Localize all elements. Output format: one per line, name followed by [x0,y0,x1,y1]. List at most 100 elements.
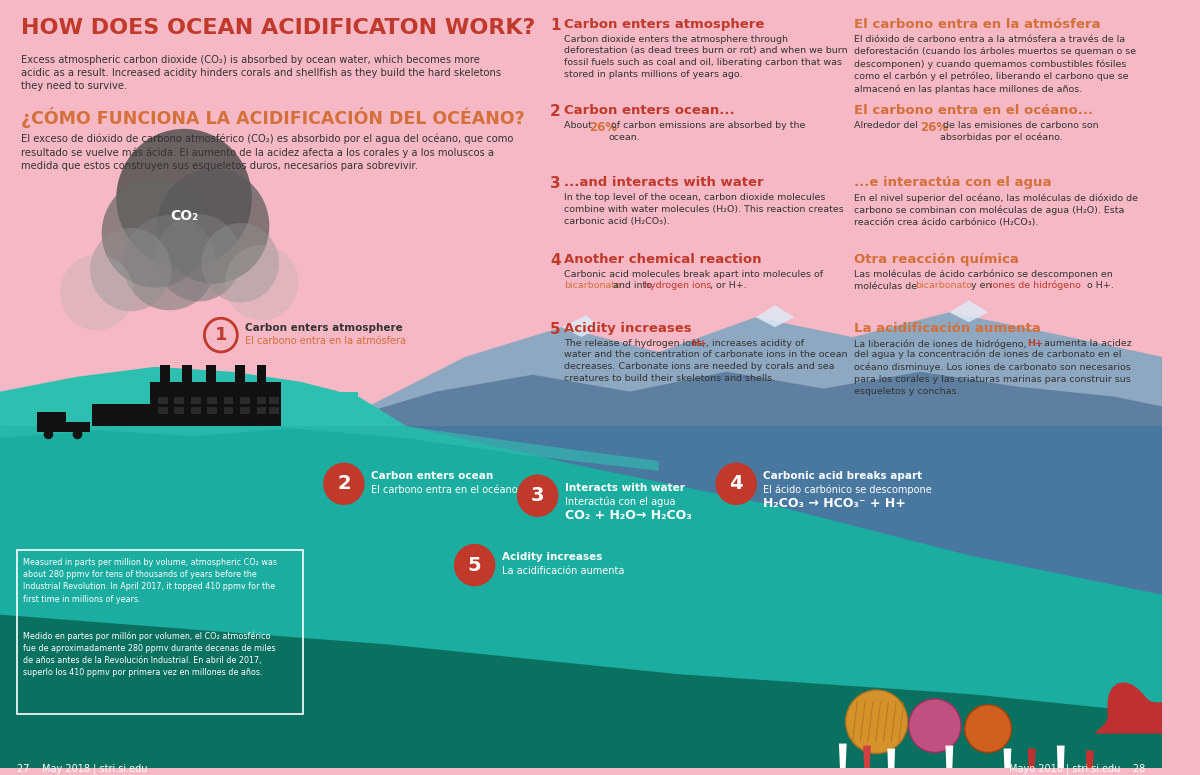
Text: bicarbonato: bicarbonato [916,281,972,290]
Polygon shape [562,315,600,337]
Circle shape [90,228,172,312]
Text: CO₂ + H₂O→ H₂CO₃: CO₂ + H₂O→ H₂CO₃ [565,509,691,522]
Polygon shape [839,743,847,775]
Polygon shape [0,367,407,426]
Bar [240,397,250,404]
Text: El carbono entra en el océano: El carbono entra en el océano [371,484,517,494]
Text: 2: 2 [337,474,350,494]
Text: Carbonic acid molecules break apart into molecules of: Carbonic acid molecules break apart into… [564,270,823,279]
Bar [174,408,184,415]
Text: 5: 5 [551,322,560,337]
Polygon shape [319,372,1163,426]
Bar [240,408,250,415]
Circle shape [965,705,1012,753]
Polygon shape [863,746,871,775]
Polygon shape [1003,749,1012,775]
Text: CO₂: CO₂ [170,209,198,223]
Circle shape [455,546,494,585]
Polygon shape [150,382,281,426]
Text: El carbono entra en la atmósfera: El carbono entra en la atmósfera [854,18,1102,31]
Circle shape [716,464,756,504]
Text: , aumenta la acidez: , aumenta la acidez [1038,339,1133,348]
Text: H₂CO₃ → HCO₃⁻ + H+: H₂CO₃ → HCO₃⁻ + H+ [763,497,906,510]
Text: 3: 3 [530,486,545,505]
Text: Another chemical reaction: Another chemical reaction [564,253,761,266]
Bar [223,397,234,404]
Text: HOW DOES OCEAN ACIDIFICATON WORK?: HOW DOES OCEAN ACIDIFICATON WORK? [22,18,535,38]
Text: H+: H+ [691,339,707,348]
Polygon shape [756,305,794,327]
Text: hydrogen ions: hydrogen ions [644,281,712,290]
Circle shape [43,429,53,439]
Text: In the top level of the ocean, carbon dioxide molecules
combine with water molec: In the top level of the ocean, carbon di… [564,193,844,226]
Circle shape [102,178,209,288]
Text: del agua y la concentración de iones de carbonato en el
océano disminuye. Los io: del agua y la concentración de iones de … [854,350,1132,395]
Polygon shape [0,416,659,471]
Polygon shape [1094,682,1188,734]
Text: 27    May 2018 | stri.si.edu: 27 May 2018 | stri.si.edu [18,763,148,774]
Circle shape [156,214,241,301]
Circle shape [846,690,907,753]
Bar [37,422,90,432]
Text: 1: 1 [215,326,227,344]
Text: Mayo 2018 | stri.si.edu    28: Mayo 2018 | stri.si.edu 28 [1009,763,1145,774]
Text: Measured in parts per million by volume, atmospheric CO₂ was
about 280 ppmv for : Measured in parts per million by volume,… [23,558,277,604]
Polygon shape [182,365,192,382]
Text: 4: 4 [730,474,743,494]
Bar [208,408,217,415]
Polygon shape [887,749,895,775]
Text: y en: y en [967,281,995,290]
Circle shape [60,255,133,330]
Polygon shape [1027,749,1036,775]
Text: Excess atmospheric carbon dioxide (CO₂) is absorbed by ocean water, which become: Excess atmospheric carbon dioxide (CO₂) … [22,54,502,91]
Circle shape [116,129,252,267]
Text: , increases acidity of: , increases acidity of [703,339,804,348]
Circle shape [124,215,216,310]
Polygon shape [1086,750,1093,775]
Text: Acidity increases: Acidity increases [564,322,691,336]
Bar [37,412,66,422]
Text: of carbon emissions are absorbed by the
ocean.: of carbon emissions are absorbed by the … [608,121,805,142]
Text: Medido en partes por millón por volumen, el CO₂ atmosférico
fue de aproximadamen: Medido en partes por millón por volumen,… [23,632,276,677]
Polygon shape [1057,746,1064,775]
Bar [208,397,217,404]
Polygon shape [0,391,359,426]
Text: bicarbonate: bicarbonate [564,281,620,290]
Text: El carbono entra en el océano...: El carbono entra en el océano... [854,104,1093,117]
Text: La acidificación aumenta: La acidificación aumenta [502,566,624,576]
Polygon shape [0,615,1163,768]
Bar [269,397,278,404]
Polygon shape [206,365,216,382]
Text: water and the concentration of carbonate ions in the ocean
decreases. Carbonate : water and the concentration of carbonate… [564,350,847,383]
Bar [158,408,168,415]
Polygon shape [0,426,1163,768]
Text: 2: 2 [551,104,560,119]
Text: Otra reacción química: Otra reacción química [854,253,1019,266]
Text: H+: H+ [1027,339,1043,348]
Polygon shape [949,301,988,322]
Bar [191,408,200,415]
Text: ¿CÓMO FUNCIONA LA ACIDIFICACIÓN DEL OCÉANO?: ¿CÓMO FUNCIONA LA ACIDIFICACIÓN DEL OCÉA… [22,107,526,128]
Text: Carbon dioxide enters the atmosphere through
deforestation (as dead trees burn o: Carbon dioxide enters the atmosphere thr… [564,35,847,79]
Bar [174,397,184,404]
Text: Interacts with water: Interacts with water [565,483,685,493]
Text: and into: and into [611,281,655,290]
Text: El carbono entra en la atmósfera: El carbono entra en la atmósfera [245,336,406,346]
Text: Alrededor del: Alrededor del [854,121,922,130]
Text: Carbon enters ocean...: Carbon enters ocean... [564,104,734,117]
Circle shape [224,245,299,320]
Polygon shape [92,405,150,426]
Text: , or H+.: , or H+. [710,281,746,290]
Text: 26%: 26% [920,121,948,134]
Text: Carbon enters atmosphere: Carbon enters atmosphere [245,323,403,333]
Bar [257,397,266,404]
Text: La liberación de iones de hidrógeno,: La liberación de iones de hidrógeno, [854,339,1030,349]
Text: iones de hidrógeno: iones de hidrógeno [990,281,1081,290]
Text: About: About [564,121,595,130]
Circle shape [324,464,364,504]
Text: ...and interacts with water: ...and interacts with water [564,177,763,189]
Circle shape [518,476,557,515]
Polygon shape [160,365,169,382]
Text: Carbon enters ocean: Carbon enters ocean [371,471,493,480]
Circle shape [908,699,961,753]
